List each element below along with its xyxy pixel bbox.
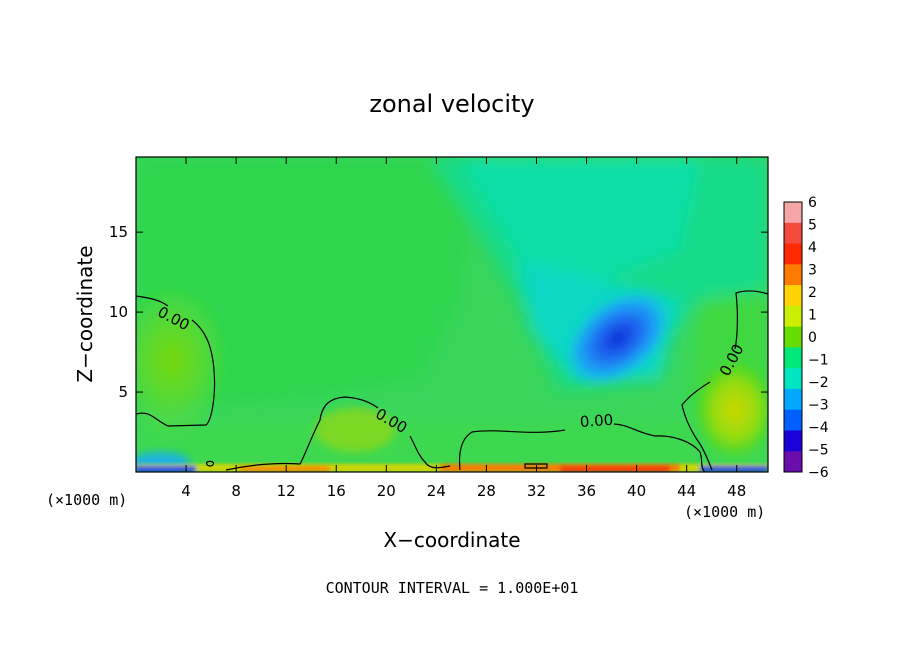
contour-interval-footer: CONTOUR INTERVAL = 1.000E+01 (326, 579, 579, 597)
x-tick-label: 20 (377, 482, 396, 500)
x-tick-label: 8 (231, 482, 241, 500)
colorbar-swatch (784, 347, 802, 369)
x-tick-label: 16 (327, 482, 346, 500)
x-axis-label: X−coordinate (383, 528, 520, 552)
x-tick-label: 4 (181, 482, 191, 500)
colorbar-label: 1 (808, 308, 817, 324)
colorbar-label: −2 (808, 375, 829, 391)
colorbar-swatch (784, 326, 802, 348)
x-unit-left: (×1000 m) (46, 491, 127, 509)
colorbar-swatch (784, 368, 802, 390)
x-tick-label: 48 (727, 482, 746, 500)
colorbar-label: −6 (808, 465, 829, 481)
colorbar-label: 3 (808, 263, 817, 279)
y-tick-label: 10 (109, 303, 128, 321)
x-tick-label: 28 (477, 482, 496, 500)
heatmap-field (136, 157, 768, 472)
colorbar-label: −5 (808, 443, 829, 459)
colorbar-label: 2 (808, 285, 817, 301)
colorbar-label: 4 (808, 240, 817, 256)
colorbar-label: 0 (808, 330, 817, 346)
x-tick-label: 24 (427, 482, 446, 500)
colorbar-label: −4 (808, 420, 829, 436)
colorbar-swatch (784, 285, 802, 307)
y-axis-label: Z−coordinate (73, 245, 97, 382)
colorbar-swatch (784, 264, 802, 286)
plot-frame (135, 156, 769, 473)
x-tick-label: 44 (677, 482, 696, 500)
colorbar-swatch (784, 451, 802, 473)
colorbar-swatch (784, 243, 802, 265)
colorbar-swatch (784, 388, 802, 411)
colorbar-frame (783, 201, 803, 473)
y-tick-label: 15 (109, 223, 128, 241)
x-tick-label: 40 (627, 482, 646, 500)
contour-lines (136, 290, 768, 472)
colorbar-swatch (784, 202, 802, 224)
chart-title: zonal velocity (369, 90, 534, 118)
colorbar-swatch (784, 222, 802, 245)
colorbar-swatch (784, 409, 802, 431)
colorbar-label: −1 (808, 353, 829, 369)
x-tick-label: 32 (527, 482, 546, 500)
colorbar-swatch (784, 305, 802, 328)
colorbar: 6 5 4 3 2 1 0 −1 −2 −3 −4 −5 −6 (783, 195, 829, 481)
colorbar-swatch (784, 430, 802, 452)
contour-label: 0.00 (579, 411, 614, 431)
x-tick-label: 12 (277, 482, 296, 500)
colorbar-label: −3 (808, 398, 829, 414)
y-tick-label: 5 (118, 383, 128, 401)
contour-label-text: 0.00 (579, 411, 614, 431)
colorbar-label: 6 (808, 195, 817, 211)
x-unit-right: (×1000 m) (684, 503, 765, 521)
colorbar-label: 5 (808, 218, 817, 234)
x-tick-label: 36 (577, 482, 596, 500)
